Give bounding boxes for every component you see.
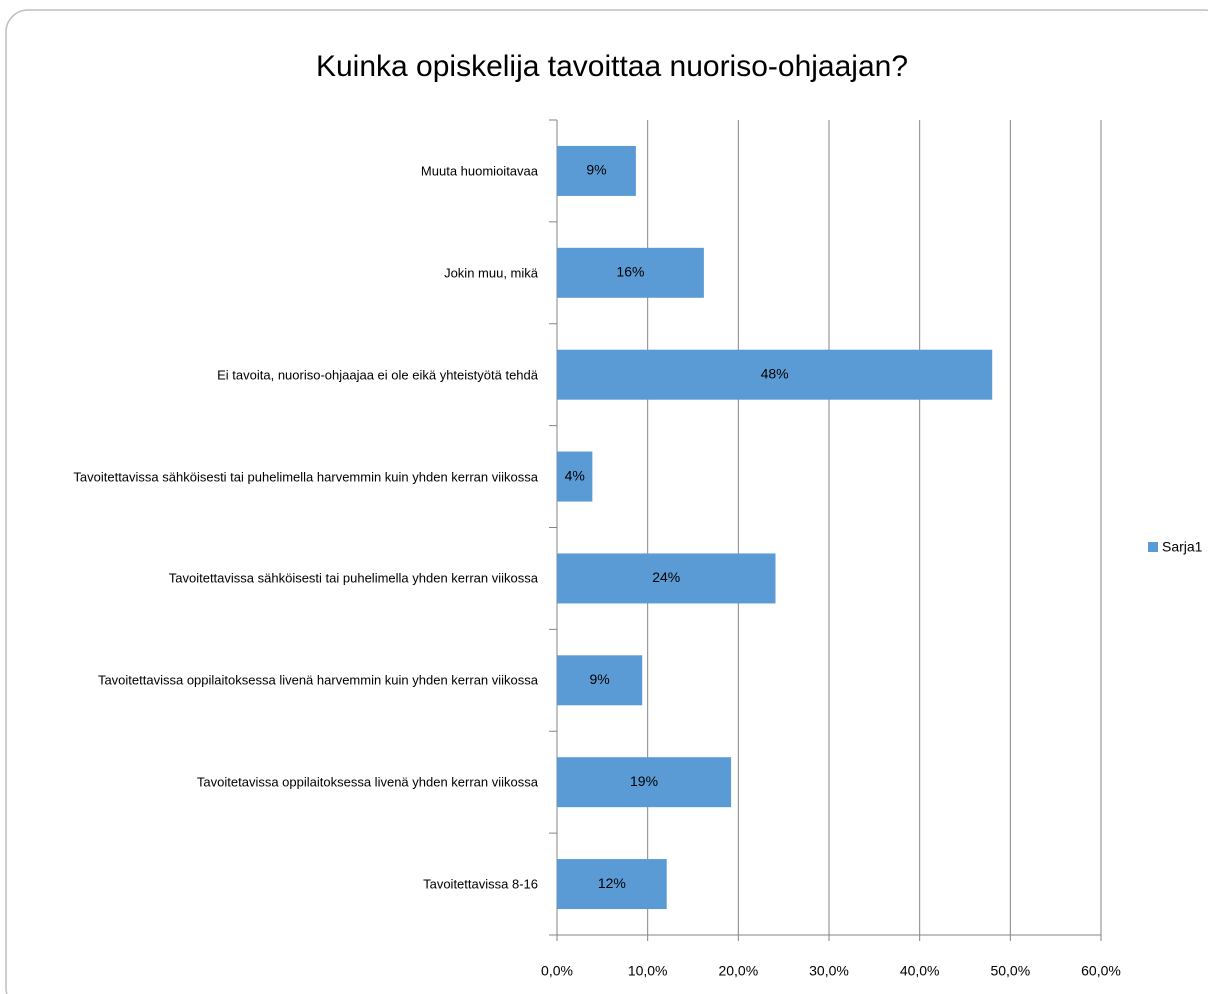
chart-title: Kuinka opiskelija tavoittaa nuoriso-ohja… xyxy=(316,50,908,83)
x-tick-label: 30,0% xyxy=(809,963,849,979)
chart-border xyxy=(5,9,1208,994)
x-tick-label: 40,0% xyxy=(900,963,940,979)
x-tick-label: 20,0% xyxy=(718,963,758,979)
category-text: Ei tavoita, nuoriso-ohjaajaa ei ole eikä… xyxy=(217,367,538,383)
y-tick-label: Ei tavoita, nuoriso-ohjaajaa ei ole eikä… xyxy=(4,366,538,383)
data-label: 19% xyxy=(630,773,658,789)
x-tick-label: 50,0% xyxy=(990,963,1030,979)
data-label: 16% xyxy=(616,264,644,280)
data-label: 9% xyxy=(589,671,609,687)
y-tick-label: Tavoitettavissa sähköisesti tai puhelime… xyxy=(4,570,538,587)
data-label: 24% xyxy=(652,569,680,585)
y-tick-label: Tavoitettavissa sähköisesti tai puhelime… xyxy=(4,468,538,485)
legend-label: Sarja1 xyxy=(1162,539,1203,555)
bar xyxy=(557,655,643,706)
category-text: Jokin muu, mikä xyxy=(444,265,538,281)
bar xyxy=(557,859,667,910)
data-label: 9% xyxy=(586,162,606,178)
x-tick-label: 10,0% xyxy=(628,963,668,979)
data-label: 4% xyxy=(565,467,585,483)
x-tick-label: 60,0% xyxy=(1081,963,1121,979)
bar xyxy=(557,145,636,196)
category-text: Tavoitettavissa sähköisesti tai puhelime… xyxy=(168,570,538,586)
category-text: Tavoitettavissa oppilaitoksessa livenä h… xyxy=(97,672,538,688)
y-tick-label: Jokin muu, mikä xyxy=(4,264,538,281)
legend-swatch xyxy=(1148,542,1158,552)
category-text: Tavoitettavissa 8-16 xyxy=(423,876,538,892)
y-tick-label: Tavoitettavissa 8-16 xyxy=(4,876,538,893)
category-text: Tavoitetavissa oppilaitoksessa livenä yh… xyxy=(196,774,538,790)
bar xyxy=(557,247,704,298)
data-label: 48% xyxy=(761,365,789,381)
category-text: Muuta huomioitavaa xyxy=(420,163,538,179)
bar xyxy=(557,553,776,604)
y-tick-label: Tavoitettavissa oppilaitoksessa livenä h… xyxy=(4,672,538,689)
y-tick-label: Tavoitetavissa oppilaitoksessa livenä yh… xyxy=(4,774,538,791)
y-tick-label: Muuta huomioitavaa xyxy=(4,162,538,179)
bar xyxy=(557,451,593,502)
bar xyxy=(557,757,732,808)
category-text: Tavoitettavissa sähköisesti tai puhelime… xyxy=(73,469,538,485)
bar xyxy=(557,349,993,400)
data-label: 12% xyxy=(598,875,626,891)
x-tick-label: 0,0% xyxy=(541,963,573,979)
